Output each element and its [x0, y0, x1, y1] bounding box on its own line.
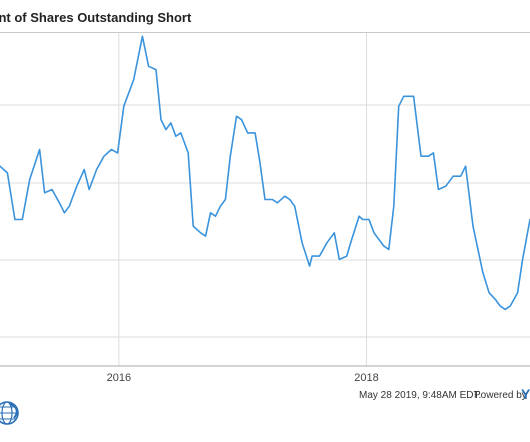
- x-tick-label-2016: 2016: [107, 372, 131, 384]
- brand-letter[interactable]: Y: [521, 386, 530, 402]
- x-tick-label-2018: 2018: [354, 372, 378, 384]
- powered-by-text[interactable]: Powered by: [474, 390, 527, 401]
- globe-logo-icon: [0, 401, 19, 425]
- chart-title: cent of Shares Outstanding Short: [0, 10, 192, 25]
- timestamp-text: May 28 2019, 9:48AM EDT.: [359, 390, 482, 401]
- series-line-0: [0, 35, 530, 311]
- chart-title-bar: cent of Shares Outstanding Short: [0, 0, 530, 33]
